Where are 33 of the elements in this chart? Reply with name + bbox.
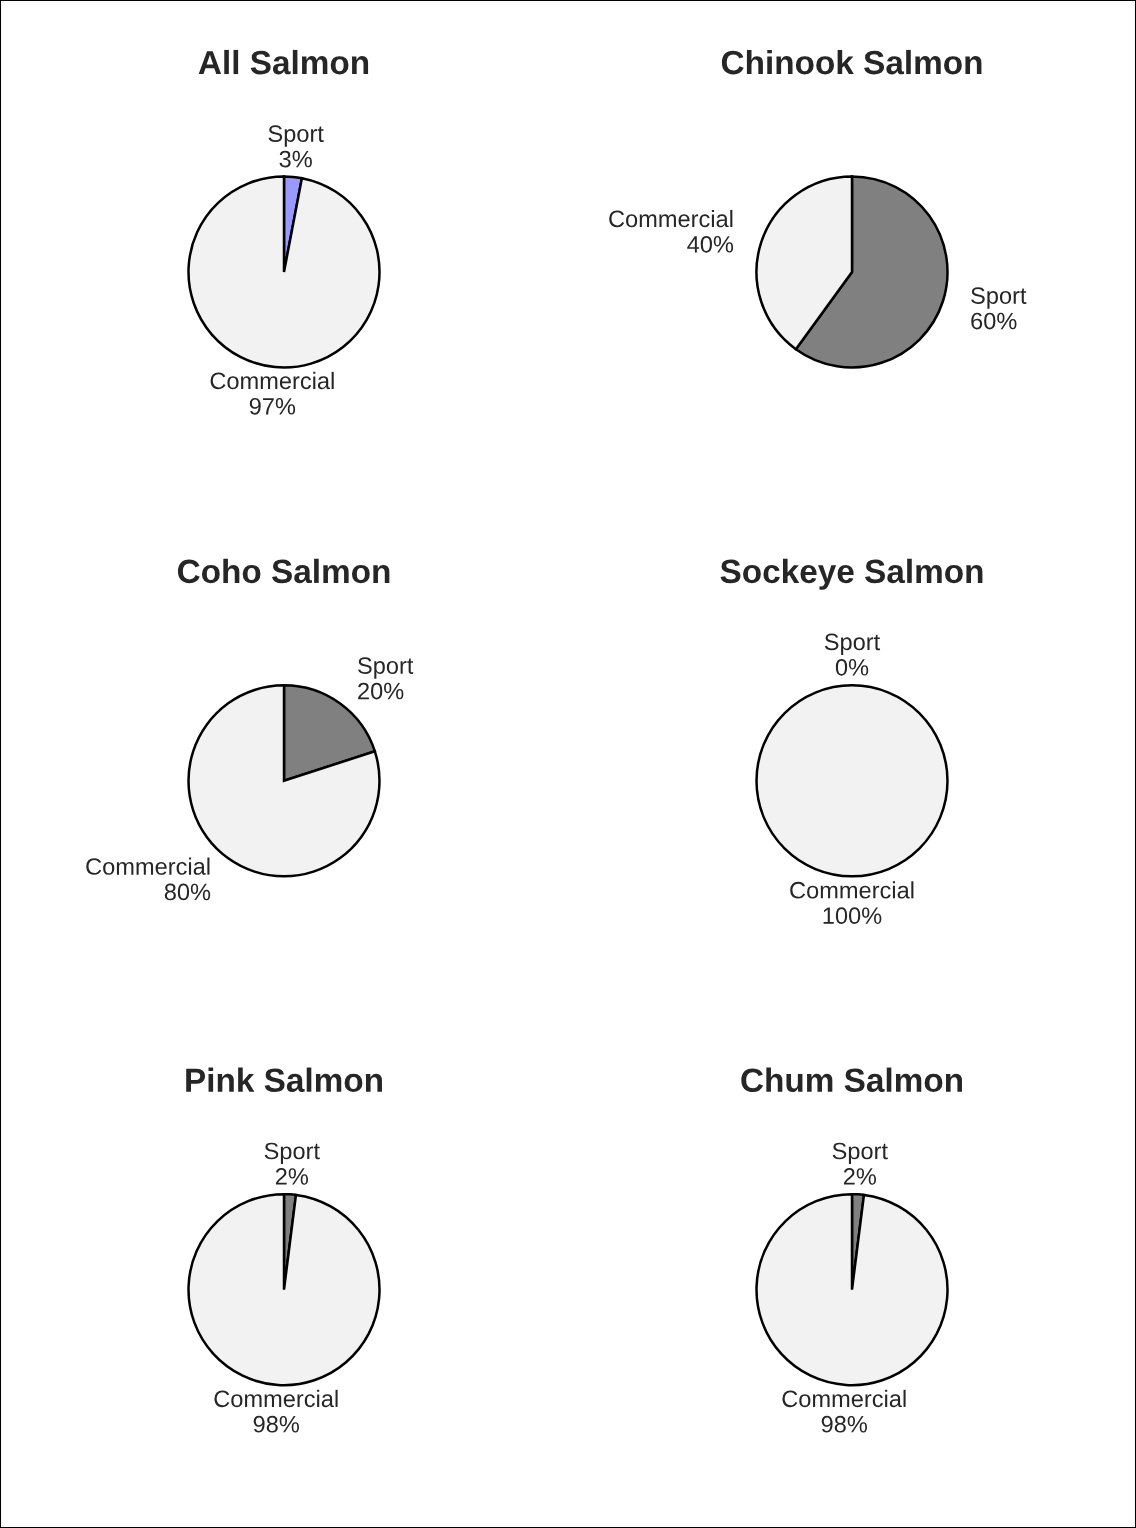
slice-label: Sport <box>832 1142 888 1165</box>
data-label: 60% <box>971 312 1017 330</box>
chart-title: Chinook Salmon <box>721 49 982 75</box>
category-label: Sport <box>824 633 881 655</box>
data-label: 20% <box>358 682 404 700</box>
data-label: 97% <box>249 397 296 415</box>
slice-label: Sport <box>358 657 414 679</box>
data-label: 98% <box>821 1415 867 1433</box>
data-label: 3% <box>279 150 312 168</box>
data-label: 40% <box>687 235 734 253</box>
pie-slice <box>187 175 381 369</box>
data-label: 2% <box>275 1168 309 1185</box>
slice-label: Sport <box>971 287 1027 309</box>
slice-label: Sport <box>264 1142 320 1165</box>
data-label: 2% <box>843 1168 877 1185</box>
slice-label: Commercial <box>782 1389 906 1408</box>
slice-label: Commercial <box>210 371 334 390</box>
slice-label: Commercial <box>790 881 914 899</box>
slice-label: Commercial <box>609 209 733 228</box>
chart-title: Pink Salmon <box>186 1067 382 1093</box>
slice-label: Sport <box>268 125 324 147</box>
slice-label: Commercial <box>86 857 210 875</box>
chart-title: Coho Salmon <box>177 558 390 584</box>
chart-title: Sockeye Salmon <box>720 558 983 590</box>
data-label: 98% <box>253 1415 299 1433</box>
text: 0% <box>835 658 869 676</box>
chart-title: Chum Salmon <box>741 1067 962 1093</box>
pie-slice <box>187 1192 381 1387</box>
data-label: 100% <box>823 907 882 925</box>
pie-slice <box>755 1192 949 1387</box>
chart-title: All Salmon <box>198 49 369 75</box>
data-label: 80% <box>164 883 211 901</box>
slice-label: Commercial <box>214 1389 338 1408</box>
